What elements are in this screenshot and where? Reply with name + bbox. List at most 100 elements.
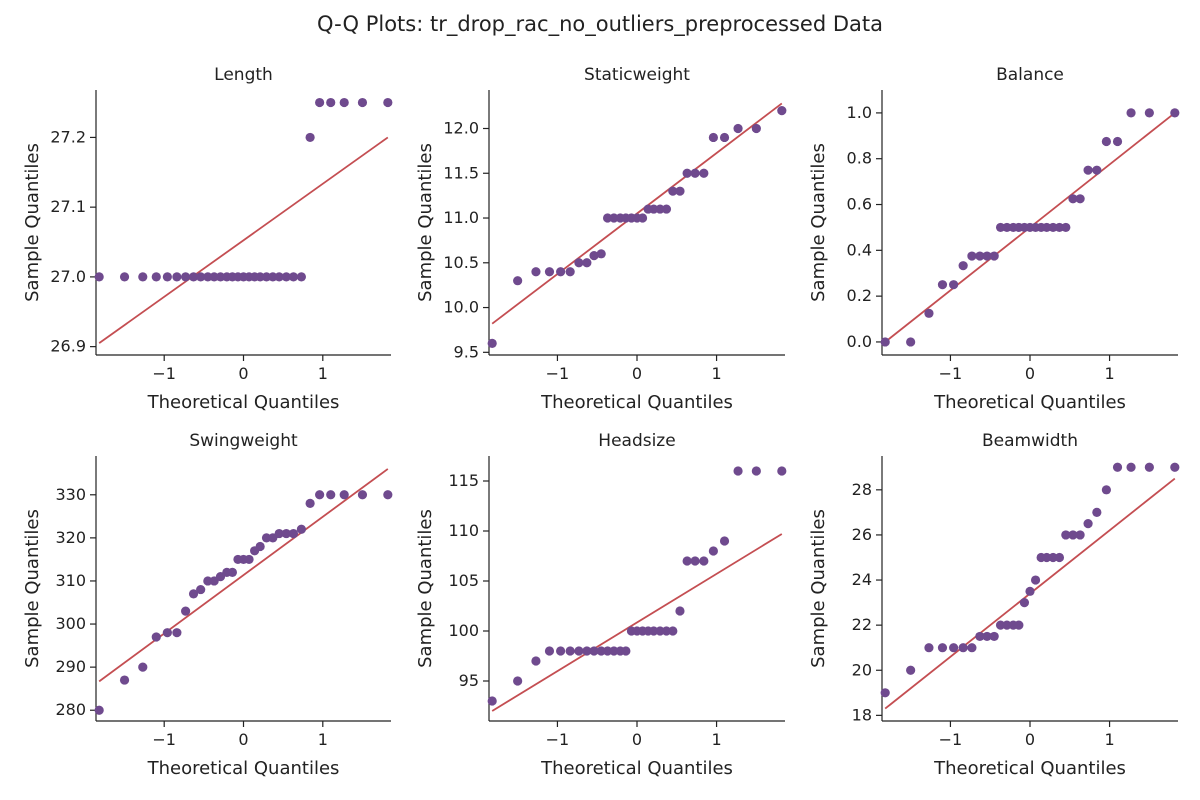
data-point [924,308,934,318]
data-point [274,528,284,539]
x-tick-label: 0 [1025,364,1035,383]
data-point [255,272,265,282]
y-tick-label: 310 [55,571,86,590]
data-point [196,272,206,282]
data-point [1126,462,1136,472]
data-point [967,251,977,261]
data-point [244,554,254,565]
data-point [181,606,191,616]
y-tick-label: 280 [55,700,86,719]
x-axis-label: Theoretical Quantiles [540,758,733,779]
data-point [1126,108,1136,118]
data-point [682,168,692,178]
x-axis-label: Theoretical Quantiles [540,392,733,413]
data-point [719,132,730,143]
data-point [296,524,306,534]
data-point [188,589,199,599]
data-point [668,626,678,636]
data-point [162,628,172,638]
data-point [556,267,566,277]
x-axis-label: Theoretical Quantiles [933,758,1126,779]
y-tick-label: 27.0 [50,267,86,286]
data-point [989,631,999,642]
data-point [487,338,497,348]
subplot-title: Length [214,65,273,85]
data-point [949,643,959,653]
y-tick-label: 115 [448,471,479,490]
data-point [181,272,191,282]
subplot-balance: Balance −1 0 1 0.0 0.2 0.4 0.6 0.8 1.0 Theoretical… [808,65,1180,413]
subplot-title: Balance [996,65,1064,85]
data-point [906,337,916,347]
data-point [1092,165,1102,175]
data-point [690,168,700,178]
x-tick-label: −1 [546,364,570,383]
y-tick-label: 0.4 [847,240,872,259]
data-point [582,258,592,268]
y-tick-label: 22 [852,615,872,634]
data-point [589,646,599,656]
data-point [544,646,555,656]
data-point [94,272,104,282]
data-point [989,251,999,261]
data-point [1112,462,1123,472]
data-point [215,272,226,282]
data-point [661,204,672,214]
y-tick-label: 26 [852,525,872,544]
data-point [982,251,992,261]
data-point [589,251,599,261]
subplot-beamwidth: Beamwidth −1 0 1 18 20 22 24 26 28 Theoretical Qua… [808,431,1180,779]
data-point [937,280,948,290]
data-point [1075,194,1085,204]
reference-line [491,533,783,712]
data-point [1002,620,1012,630]
data-point [609,213,619,223]
y-tick-label: 10.5 [443,253,479,272]
data-point [655,204,665,214]
y-tick-label: 9.5 [454,342,479,361]
data-point [1170,462,1180,472]
data-point [708,132,718,143]
data-point [596,646,606,656]
data-point [357,97,368,108]
data-point [975,251,985,261]
data-point [151,632,161,642]
x-tick-label: 1 [711,730,721,749]
data-point [172,628,182,638]
x-tick-label: −1 [939,364,963,383]
data-point [162,272,172,282]
data-point [1042,222,1052,233]
data-point [288,272,299,282]
y-tick-label: 27.2 [50,127,86,146]
y-tick-label: 26.9 [50,337,86,356]
y-tick-label: 0.6 [847,195,872,214]
data-point [751,123,761,134]
data-point [261,533,272,543]
subplot-title: Swingweight [189,431,298,451]
x-tick-label: 1 [318,730,328,749]
data-point [119,272,130,282]
y-tick-label: 27.1 [50,197,86,216]
data-point [227,567,237,577]
subplot-title: Beamwidth [982,431,1078,451]
subplot-length: Length −1 0 1 26.9 27.0 27.1 27.2 Theoretical Qu… [22,65,393,413]
data-point [1170,108,1180,118]
data-point [1042,552,1052,563]
y-tick-label: 18 [852,705,872,724]
data-point [281,272,291,282]
data-point [1068,530,1078,540]
data-point [675,606,685,616]
data-point [1112,136,1123,147]
data-point [1144,462,1154,472]
data-point [315,97,325,108]
data-point [621,646,631,656]
data-point [719,536,730,546]
data-point [1048,552,1058,563]
data-point [188,272,199,282]
y-tick-label: 12.0 [443,118,479,137]
data-point [602,213,613,223]
data-point [255,541,265,552]
data-point [1083,519,1093,529]
data-point [937,643,948,653]
